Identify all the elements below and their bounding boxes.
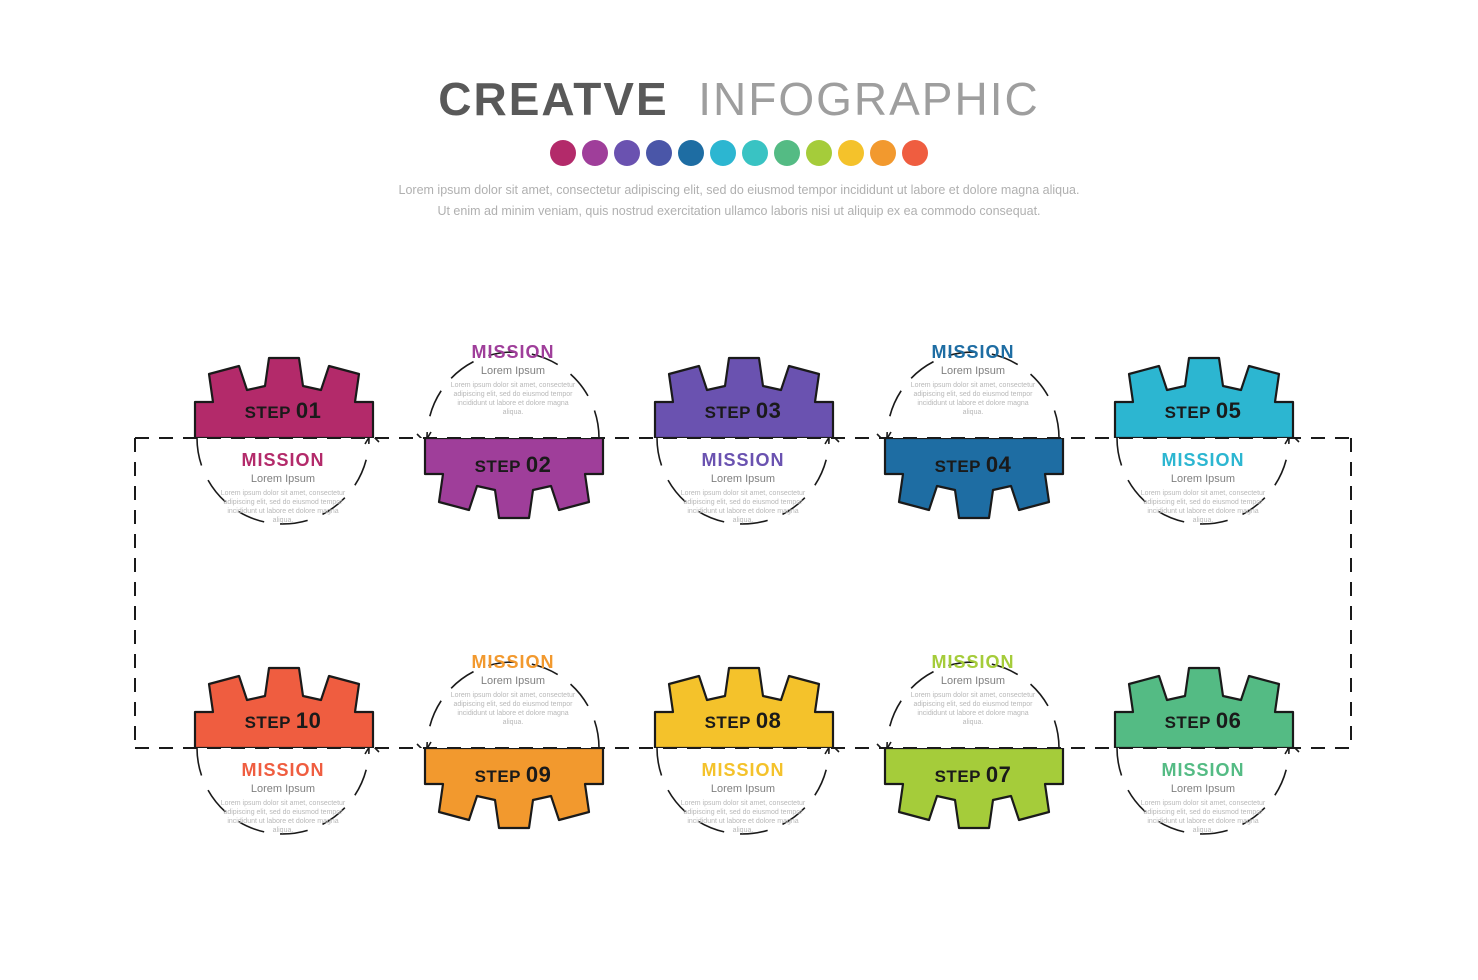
color-dot-10	[870, 140, 896, 166]
mission-subtitle: Lorem Ipsum	[1095, 783, 1311, 795]
mission-block: MISSION Lorem Ipsum Lorem ipsum dolor si…	[1095, 748, 1311, 856]
mission-label: MISSION	[865, 342, 1081, 363]
color-dot-1	[582, 140, 608, 166]
mission-label: MISSION	[175, 760, 391, 781]
gear-icon: STEP 10	[175, 640, 391, 748]
header: CREATVE INFOGRAPHIC Lorem ipsum dolor si…	[0, 0, 1478, 223]
color-dot-6	[742, 140, 768, 166]
step-01: STEP 01 MISSION Lorem Ipsum Lorem ipsum …	[175, 330, 391, 546]
step-label: STEP 05	[1095, 398, 1311, 424]
mission-label: MISSION	[1095, 760, 1311, 781]
step-10: STEP 10 MISSION Lorem Ipsum Lorem ipsum …	[175, 640, 391, 856]
color-dot-0	[550, 140, 576, 166]
color-dot-5	[710, 140, 736, 166]
mission-tiny: Lorem ipsum dolor sit amet, consectetur …	[1095, 489, 1311, 525]
mission-tiny: Lorem ipsum dolor sit amet, consectetur …	[635, 799, 851, 835]
subtitle-line2: Ut enim ad minim veniam, quis nostrud ex…	[349, 201, 1129, 222]
mission-label: MISSION	[635, 760, 851, 781]
mission-subtitle: Lorem Ipsum	[405, 675, 621, 687]
mission-block: MISSION Lorem Ipsum Lorem ipsum dolor si…	[405, 640, 621, 748]
step-05: STEP 05 MISSION Lorem Ipsum Lorem ipsum …	[1095, 330, 1311, 546]
mission-label: MISSION	[865, 652, 1081, 673]
color-dot-2	[614, 140, 640, 166]
mission-block: MISSION Lorem Ipsum Lorem ipsum dolor si…	[175, 748, 391, 856]
gear-icon: STEP 01	[175, 330, 391, 438]
mission-block: MISSION Lorem Ipsum Lorem ipsum dolor si…	[635, 438, 851, 546]
mission-subtitle: Lorem Ipsum	[865, 365, 1081, 377]
mission-block: MISSION Lorem Ipsum Lorem ipsum dolor si…	[405, 330, 621, 438]
gear-icon: STEP 09	[405, 748, 621, 856]
color-dot-4	[678, 140, 704, 166]
subtitle-line1: Lorem ipsum dolor sit amet, consectetur …	[349, 180, 1129, 201]
mission-subtitle: Lorem Ipsum	[865, 675, 1081, 687]
mission-tiny: Lorem ipsum dolor sit amet, consectetur …	[635, 489, 851, 525]
mission-tiny: Lorem ipsum dolor sit amet, consectetur …	[405, 381, 621, 417]
gear-icon: STEP 05	[1095, 330, 1311, 438]
mission-label: MISSION	[635, 450, 851, 471]
mission-subtitle: Lorem Ipsum	[635, 783, 851, 795]
mission-subtitle: Lorem Ipsum	[635, 473, 851, 485]
step-label: STEP 08	[635, 708, 851, 734]
gear-icon: STEP 07	[865, 748, 1081, 856]
mission-block: MISSION Lorem Ipsum Lorem ipsum dolor si…	[1095, 438, 1311, 546]
mission-block: MISSION Lorem Ipsum Lorem ipsum dolor si…	[635, 748, 851, 856]
color-dots	[0, 140, 1478, 166]
color-dot-11	[902, 140, 928, 166]
mission-tiny: Lorem ipsum dolor sit amet, consectetur …	[865, 381, 1081, 417]
mission-label: MISSION	[405, 652, 621, 673]
step-label: STEP 04	[865, 452, 1081, 478]
title-light: INFOGRAPHIC	[698, 73, 1039, 125]
mission-tiny: Lorem ipsum dolor sit amet, consectetur …	[175, 799, 391, 835]
step-label: STEP 06	[1095, 708, 1311, 734]
step-04: STEP 04 MISSION Lorem Ipsum Lorem ipsum …	[865, 330, 1081, 546]
gear-icon: STEP 08	[635, 640, 851, 748]
step-06: STEP 06 MISSION Lorem Ipsum Lorem ipsum …	[1095, 640, 1311, 856]
mission-subtitle: Lorem Ipsum	[405, 365, 621, 377]
subtitle: Lorem ipsum dolor sit amet, consectetur …	[349, 180, 1129, 223]
step-08: STEP 08 MISSION Lorem Ipsum Lorem ipsum …	[635, 640, 851, 856]
step-label: STEP 02	[405, 452, 621, 478]
color-dot-7	[774, 140, 800, 166]
page-title: CREATVE INFOGRAPHIC	[0, 72, 1478, 126]
color-dot-9	[838, 140, 864, 166]
step-label: STEP 10	[175, 708, 391, 734]
mission-subtitle: Lorem Ipsum	[1095, 473, 1311, 485]
step-03: STEP 03 MISSION Lorem Ipsum Lorem ipsum …	[635, 330, 851, 546]
mission-tiny: Lorem ipsum dolor sit amet, consectetur …	[175, 489, 391, 525]
step-07: STEP 07 MISSION Lorem Ipsum Lorem ipsum …	[865, 640, 1081, 856]
mission-label: MISSION	[1095, 450, 1311, 471]
color-dot-3	[646, 140, 672, 166]
step-09: STEP 09 MISSION Lorem Ipsum Lorem ipsum …	[405, 640, 621, 856]
mission-label: MISSION	[175, 450, 391, 471]
mission-tiny: Lorem ipsum dolor sit amet, consectetur …	[1095, 799, 1311, 835]
mission-label: MISSION	[405, 342, 621, 363]
mission-block: MISSION Lorem Ipsum Lorem ipsum dolor si…	[865, 640, 1081, 748]
title-bold: CREATVE	[438, 73, 668, 125]
mission-tiny: Lorem ipsum dolor sit amet, consectetur …	[865, 691, 1081, 727]
gear-icon: STEP 02	[405, 438, 621, 546]
gear-icon: STEP 06	[1095, 640, 1311, 748]
step-label: STEP 03	[635, 398, 851, 424]
gear-icon: STEP 04	[865, 438, 1081, 546]
mission-subtitle: Lorem Ipsum	[175, 473, 391, 485]
gear-icon: STEP 03	[635, 330, 851, 438]
step-02: STEP 02 MISSION Lorem Ipsum Lorem ipsum …	[405, 330, 621, 546]
step-label: STEP 07	[865, 762, 1081, 788]
color-dot-8	[806, 140, 832, 166]
mission-subtitle: Lorem Ipsum	[175, 783, 391, 795]
step-label: STEP 01	[175, 398, 391, 424]
mission-block: MISSION Lorem Ipsum Lorem ipsum dolor si…	[175, 438, 391, 546]
step-label: STEP 09	[405, 762, 621, 788]
mission-block: MISSION Lorem Ipsum Lorem ipsum dolor si…	[865, 330, 1081, 438]
mission-tiny: Lorem ipsum dolor sit amet, consectetur …	[405, 691, 621, 727]
